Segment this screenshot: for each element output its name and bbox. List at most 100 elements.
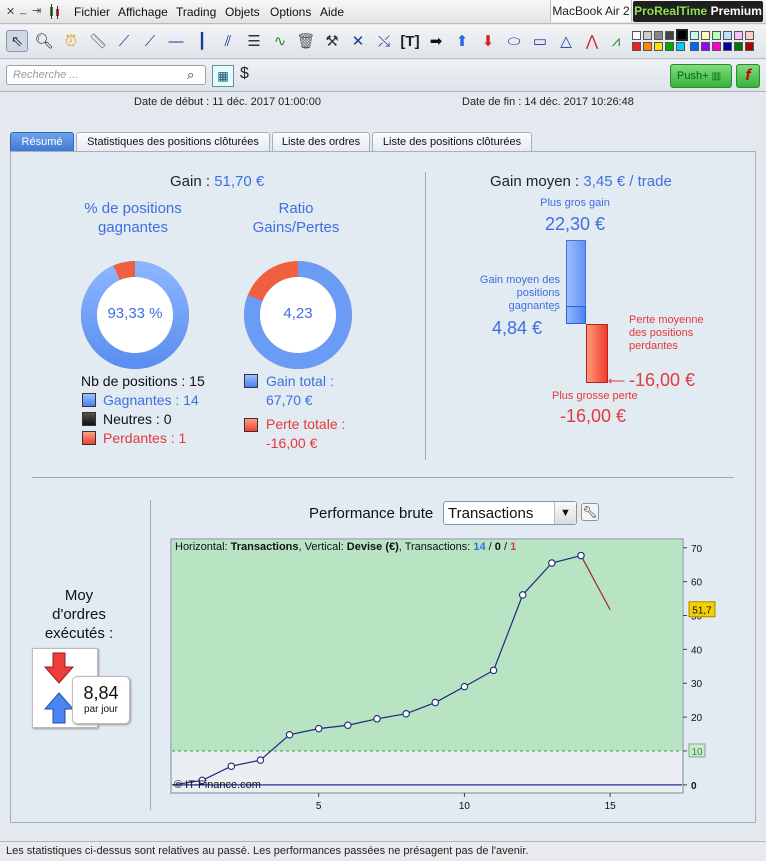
- arrow-down-icon[interactable]: ⬇: [481, 33, 495, 50]
- menu-objets[interactable]: Objets: [225, 5, 260, 19]
- swatch-green[interactable]: [665, 42, 674, 51]
- t-loss: 1: [510, 541, 517, 553]
- menu-options[interactable]: Options: [270, 5, 312, 19]
- swatch-yellow[interactable]: [654, 42, 663, 51]
- vertical-line-icon[interactable]: ┃: [197, 33, 207, 50]
- perte-moyenne-value: -16,00 €: [629, 370, 696, 390]
- color-palette: [632, 29, 762, 53]
- ellipse-icon[interactable]: ⬭: [507, 32, 521, 50]
- pct-positions-value: 93,33 %: [107, 305, 163, 322]
- swatch-darkgreen[interactable]: [734, 42, 743, 51]
- alarm-icon[interactable]: ⏰︎: [65, 32, 77, 50]
- data-point: [198, 776, 206, 785]
- search-input[interactable]: Recherche ...: [6, 65, 206, 85]
- text-tool-icon[interactable]: [T]: [400, 32, 420, 50]
- triangle-icon[interactable]: △: [560, 33, 572, 50]
- chevron-down-icon[interactable]: ▼: [554, 502, 576, 524]
- pattern-icon[interactable]: ⋀: [585, 33, 599, 50]
- menu-aide[interactable]: Aide: [320, 5, 345, 19]
- menu-trading[interactable]: Trading: [176, 5, 217, 19]
- wave-icon[interactable]: ∿: [273, 33, 287, 50]
- swatch-darkred[interactable]: [745, 42, 754, 51]
- plus-gros-gain-label: Plus gros gain: [540, 197, 610, 209]
- swatch-blue[interactable]: [690, 42, 699, 51]
- end-date: Date de fin : 14 déc. 2017 10:26:48: [462, 96, 634, 108]
- y-tick-label: 60: [691, 578, 703, 589]
- swatch-lightgray[interactable]: [643, 31, 652, 40]
- plus-grosse-perte-value: -16,00 €: [560, 406, 627, 426]
- swatch-orange[interactable]: [643, 42, 652, 51]
- donut-hole: [97, 277, 173, 353]
- tab-stats-positions[interactable]: Statistiques des positions clôturées: [76, 132, 270, 152]
- menu-fichier[interactable]: Fichier: [74, 5, 111, 19]
- swatch-cyan-light[interactable]: [690, 31, 699, 40]
- wrench-icon[interactable]: 🔧︎: [581, 503, 599, 521]
- fibonacci-icon[interactable]: ☰: [247, 33, 261, 50]
- tab-orders[interactable]: Liste des ordres: [272, 132, 370, 152]
- chart-header: Horizontal: Transactions, Vertical: Devi…: [175, 541, 516, 553]
- formula-button[interactable]: f: [736, 64, 760, 88]
- ruler-icon[interactable]: 📏︎: [88, 33, 108, 50]
- extended-line-icon[interactable]: ⟋: [144, 32, 156, 50]
- data-point: [227, 762, 236, 770]
- ratio-value: 4,23: [283, 305, 313, 322]
- zigzag-icon[interactable]: ⩘: [611, 32, 621, 50]
- hammer-icon[interactable]: ⚒: [325, 33, 339, 50]
- data-point: [460, 682, 469, 691]
- perf-select-value: Transactions: [448, 505, 534, 522]
- swatch-pink-light[interactable]: [734, 31, 743, 40]
- swatch-magenta[interactable]: [712, 42, 721, 51]
- screener-icon[interactable]: ▦: [212, 65, 234, 87]
- menu-affichage[interactable]: Affichage: [118, 5, 168, 19]
- ratio-gain-arc: [244, 261, 352, 369]
- zoom-icon[interactable]: 🔍︎: [34, 33, 54, 50]
- tab-resume[interactable]: Résumé: [10, 132, 74, 152]
- data-point: [577, 551, 585, 560]
- swatch-sky[interactable]: [676, 42, 685, 51]
- swatch-black[interactable]: [676, 29, 688, 41]
- vertical-divider: [425, 172, 426, 460]
- search-icon[interactable]: ⌕: [187, 67, 195, 82]
- arrow-up-icon[interactable]: ⬆: [455, 33, 469, 50]
- swatch-navy[interactable]: [723, 42, 732, 51]
- minimize-window-icon[interactable]: _: [20, 3, 27, 15]
- perte-arrow-icon: ⟵: [608, 374, 626, 388]
- perte-totale-label: Perte totale :: [266, 416, 346, 432]
- tab-positions-list[interactable]: Liste des positions clôturées: [372, 132, 532, 152]
- swatch-red-light[interactable]: [745, 31, 754, 40]
- swatch-red[interactable]: [632, 42, 641, 51]
- push-plus-button[interactable]: Push+ ▥: [670, 64, 732, 88]
- arrow-right-icon[interactable]: ➡: [429, 33, 443, 50]
- plus-grosse-perte-label: Plus grosse perte: [552, 390, 638, 402]
- swatch-gray[interactable]: [654, 31, 663, 40]
- swatch-white[interactable]: [632, 31, 641, 40]
- swatch-green-light[interactable]: [712, 31, 721, 40]
- dock-window-icon[interactable]: ⇥: [32, 5, 42, 17]
- dollar-ruler-icon[interactable]: $: [240, 65, 249, 82]
- trash-icon[interactable]: 🗑︎: [296, 33, 316, 50]
- gagnantes-swatch: [82, 393, 96, 407]
- swatch-yellow-light[interactable]: [701, 31, 710, 40]
- swatch-blue-light[interactable]: [723, 31, 732, 40]
- lower-vertical-divider: [150, 500, 151, 810]
- v-value: Devise (€): [346, 541, 399, 553]
- horizontal-line-icon[interactable]: —: [168, 32, 184, 50]
- brand-badge: ProRealTime Premium: [633, 1, 763, 22]
- threshold-badge-label: 10: [691, 747, 703, 758]
- plus-gros-gain-value: 22,30 €: [544, 214, 606, 234]
- swatch-darkgray[interactable]: [665, 31, 674, 40]
- ratio-hole: [260, 277, 336, 353]
- gain-moyen-pos-label: Gain moyen des positions gagnantes: [479, 274, 560, 312]
- angle-line-icon[interactable]: ⤯: [377, 32, 390, 50]
- equity-chart: 010203040506070510151051,7: [170, 538, 716, 812]
- perf-select[interactable]: Transactions ▼: [443, 501, 577, 525]
- channel-icon[interactable]: ⫽: [224, 32, 232, 50]
- trendline-icon[interactable]: ⟋: [118, 32, 130, 50]
- cross-lines-icon[interactable]: ✕: [351, 33, 365, 50]
- close-window-icon[interactable]: ✕: [6, 6, 16, 18]
- swatch-purple[interactable]: [701, 42, 710, 51]
- loss-segment: [580, 555, 611, 611]
- pointer-icon[interactable]: ⇖: [6, 30, 28, 52]
- data-point: [314, 724, 323, 733]
- rectangle-icon[interactable]: ▭: [532, 33, 548, 50]
